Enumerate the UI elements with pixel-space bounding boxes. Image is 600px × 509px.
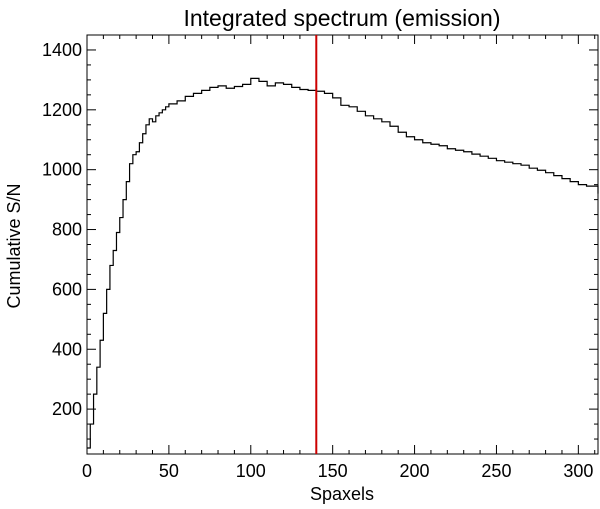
- x-tick-label: 300: [563, 461, 593, 481]
- x-tick-label: 0: [82, 461, 92, 481]
- y-axis-label: Cumulative S/N: [4, 183, 24, 308]
- y-tick-label: 400: [52, 339, 82, 359]
- y-tick-label: 1400: [42, 40, 82, 60]
- x-tick-label: 150: [318, 461, 348, 481]
- y-tick-label: 1000: [42, 160, 82, 180]
- chart-title: Integrated spectrum (emission): [183, 5, 500, 31]
- series-line: [87, 77, 599, 449]
- plot-frame: [86, 34, 599, 455]
- x-tick-label: 200: [400, 461, 430, 481]
- x-axis-label: Spaxels: [310, 484, 374, 504]
- x-tick-label: 100: [236, 461, 266, 481]
- y-tick-label: 200: [52, 399, 82, 419]
- x-tick-label: 250: [481, 461, 511, 481]
- y-tick-label: 800: [52, 220, 82, 240]
- y-tick-label: 1200: [42, 100, 82, 120]
- y-tick-label: 600: [52, 279, 82, 299]
- x-tick-label: 50: [159, 461, 179, 481]
